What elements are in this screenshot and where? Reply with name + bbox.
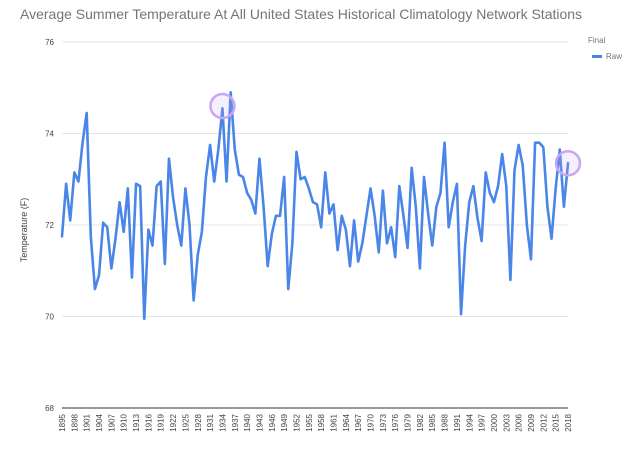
x-tick-label: 1997 bbox=[478, 413, 487, 431]
x-tick-label: 1988 bbox=[441, 413, 450, 431]
x-tick-label: 2003 bbox=[502, 413, 511, 431]
x-tick-label: 1958 bbox=[317, 413, 326, 431]
x-tick-label: 1994 bbox=[465, 413, 474, 431]
x-tick-label: 1937 bbox=[231, 413, 240, 431]
legend-label: Raw bbox=[606, 52, 623, 61]
x-tick-label: 1949 bbox=[280, 413, 289, 431]
series-group bbox=[60, 91, 570, 321]
legend-item-raw[interactable]: Raw bbox=[592, 52, 622, 61]
x-tick-label: 1910 bbox=[120, 413, 129, 431]
x-tick-label: 1961 bbox=[330, 413, 339, 431]
highlight-circle bbox=[209, 92, 236, 120]
x-tick-label: 1943 bbox=[255, 413, 264, 431]
x-tick-label: 2009 bbox=[527, 413, 536, 431]
x-tick-label: 1982 bbox=[416, 413, 425, 431]
x-tick-label: 1895 bbox=[58, 413, 67, 431]
y-tick-label: 76 bbox=[45, 38, 54, 47]
y-tick-label: 68 bbox=[45, 404, 54, 413]
x-tick-label: 1964 bbox=[342, 413, 351, 431]
chart-title: Average Summer Temperature At All United… bbox=[20, 6, 583, 22]
x-tick-label: 1925 bbox=[181, 413, 190, 431]
x-tick-label: 1922 bbox=[169, 413, 178, 431]
x-tick-label: 2018 bbox=[564, 413, 573, 431]
x-tick-label: 1898 bbox=[70, 413, 79, 431]
x-tick-label: 1973 bbox=[379, 413, 388, 431]
x-tick-label: 2000 bbox=[490, 413, 499, 431]
x-tick-label: 1901 bbox=[83, 413, 92, 431]
x-tick-label: 2012 bbox=[539, 413, 548, 431]
x-tick-label: 1955 bbox=[305, 413, 314, 431]
x-tick-label: 1970 bbox=[367, 413, 376, 431]
x-tick-label: 1907 bbox=[107, 413, 116, 431]
x-tick-label: 1931 bbox=[206, 413, 215, 431]
legend-swatch bbox=[592, 55, 602, 58]
x-tick-label: 1904 bbox=[95, 413, 104, 431]
x-tick-label: 1934 bbox=[218, 413, 227, 431]
x-tick-label: 1940 bbox=[243, 413, 252, 431]
x-tick-label: 1913 bbox=[132, 413, 141, 431]
y-tick-label: 72 bbox=[45, 221, 54, 230]
x-tick-label: 2006 bbox=[515, 413, 524, 431]
y-tick-label: 70 bbox=[45, 313, 54, 322]
x-tick-label: 1946 bbox=[268, 413, 277, 431]
x-tick-label: 1916 bbox=[144, 413, 153, 431]
y-tick-label: 74 bbox=[45, 130, 54, 139]
x-tick-label: 1985 bbox=[428, 413, 437, 431]
y-axis-label: Temperature (F) bbox=[19, 198, 29, 263]
annotation-group bbox=[209, 92, 582, 177]
x-tick-label: 1952 bbox=[292, 413, 301, 431]
x-tick-labels: 1895 1898 1901 1904 1907 1910 1913 1916 1919 1922… bbox=[58, 413, 573, 431]
x-tick-label: 1976 bbox=[391, 413, 400, 431]
series-line-raw bbox=[60, 91, 570, 321]
x-tick-label: 1928 bbox=[194, 413, 203, 431]
gridlines bbox=[62, 41, 568, 409]
x-tick-label: 1967 bbox=[354, 413, 363, 431]
x-tick-label: 2015 bbox=[552, 413, 561, 431]
y-tick-labels: 68 70 72 74 76 bbox=[45, 38, 54, 413]
highlight-circle bbox=[554, 149, 582, 177]
x-tick-label: 1919 bbox=[157, 413, 166, 431]
legend-title: Final bbox=[588, 36, 606, 45]
x-tick-label: 1991 bbox=[453, 413, 462, 431]
x-tick-label: 1979 bbox=[404, 413, 413, 431]
